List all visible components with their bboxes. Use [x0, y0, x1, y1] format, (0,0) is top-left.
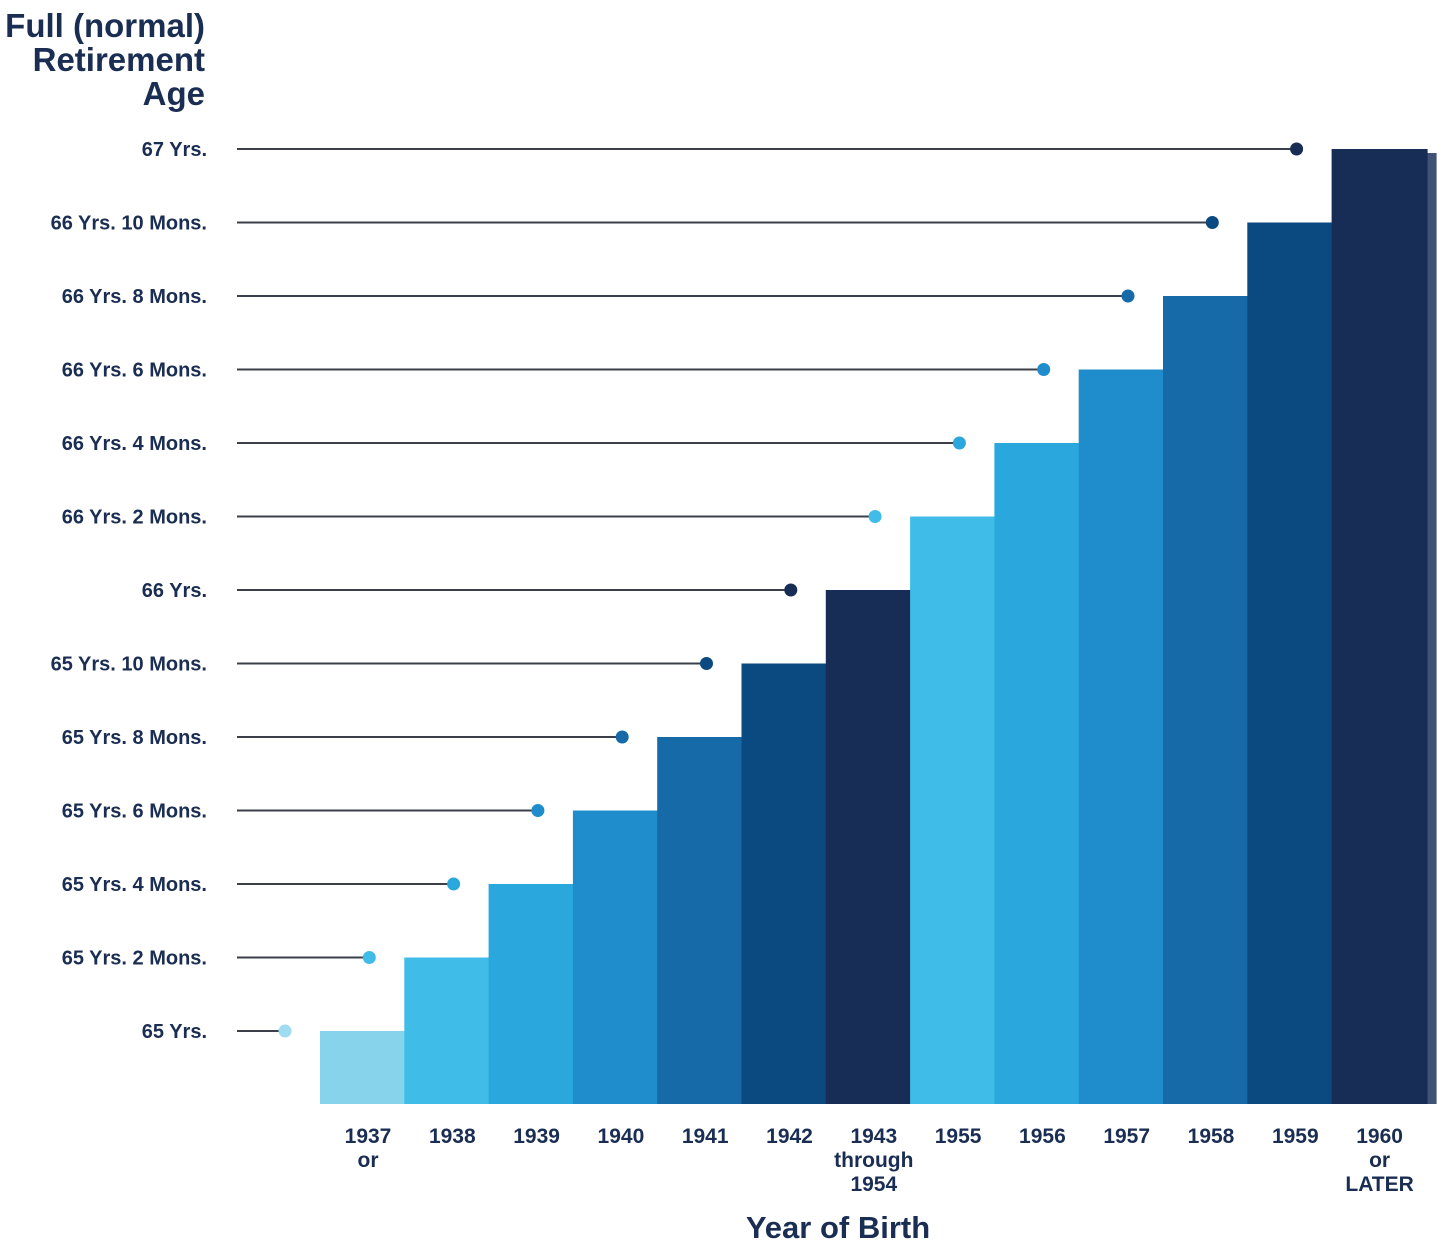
- guide-dot: [952, 436, 966, 450]
- x-tick-label: 1958: [1188, 1125, 1235, 1148]
- bar: [488, 884, 585, 1104]
- bar: [320, 1031, 416, 1104]
- guide-dot: [868, 510, 882, 523]
- y-tick-label: 66 Yrs.: [142, 580, 207, 602]
- x-tick-label: 1957: [1103, 1125, 1150, 1148]
- bar: [1078, 369, 1175, 1104]
- guide-dot: [1121, 289, 1135, 303]
- bar: [1331, 149, 1428, 1104]
- x-tick-label: 1942: [766, 1125, 813, 1148]
- y-tick-label: 66 Yrs. 8 Mons.: [62, 286, 207, 308]
- x-tick-label: 1940: [598, 1125, 645, 1148]
- y-tick-label: 65 Yrs. 2 Mons.: [62, 948, 207, 970]
- bar: [572, 810, 669, 1104]
- bar: [910, 516, 1007, 1104]
- bar: [404, 957, 501, 1104]
- y-tick-label: 66 Yrs. 10 Mons.: [51, 213, 207, 235]
- x-tick-label: 1943 through 1954: [834, 1125, 913, 1196]
- guide-dot: [1037, 363, 1051, 376]
- x-tick-label: 1941: [682, 1125, 729, 1148]
- guide-lines: [237, 148, 1297, 1032]
- y-tick-label: 65 Yrs. 6 Mons.: [62, 801, 207, 823]
- y-tick-label: 66 Yrs. 4 Mons.: [62, 433, 207, 455]
- guide-dot: [362, 951, 376, 964]
- x-tick-labels: 1937 or 1938 1939 1940 1941 1942 1943 through 195…: [345, 1125, 1414, 1196]
- y-tick-label: 67 Yrs.: [142, 139, 207, 161]
- guide-dot: [1205, 216, 1219, 229]
- guide-dot: [531, 804, 545, 817]
- y-tick-labels: 65 Yrs. 65 Yrs. 2 Mons. 65 Yrs. 4 Mons. 65 …: [51, 139, 207, 1043]
- x-tick-label: 1960 or LATER: [1345, 1125, 1413, 1196]
- y-axis-title-line-3: Age: [143, 75, 205, 112]
- bar-side: [1425, 153, 1437, 1104]
- x-tick-label: 1938: [429, 1125, 476, 1148]
- y-tick-label: 66 Yrs. 2 Mons.: [62, 507, 207, 529]
- guide-dot: [700, 657, 713, 670]
- guide-dot: [1290, 142, 1304, 156]
- bar: [1163, 296, 1259, 1104]
- bar: [741, 663, 838, 1104]
- y-tick-label: 65 Yrs. 10 Mons.: [51, 654, 207, 676]
- y-tick-label: 66 Yrs. 6 Mons.: [62, 360, 207, 382]
- bar: [994, 443, 1091, 1104]
- guide-dot: [784, 583, 798, 597]
- x-tick-label: 1959: [1272, 1125, 1319, 1148]
- y-tick-label: 65 Yrs. 4 Mons.: [62, 874, 207, 896]
- guide-dot: [615, 730, 629, 744]
- x-tick-label: 1955: [935, 1125, 982, 1148]
- guide-dot: [447, 877, 461, 891]
- guide-dots: [278, 142, 1304, 1038]
- guide-dot: [278, 1024, 292, 1038]
- x-tick-label: 1939: [513, 1125, 560, 1148]
- bar: [657, 737, 754, 1104]
- y-axis-title-line-1: Full (normal): [5, 7, 205, 44]
- y-tick-label: 65 Yrs. 8 Mons.: [62, 727, 207, 749]
- bar: [1247, 222, 1344, 1104]
- bars: [320, 149, 1437, 1104]
- x-tick-label: 1956: [1019, 1125, 1066, 1148]
- y-axis-title-line-2: Retirement: [33, 41, 205, 78]
- x-tick-label: 1937 or: [345, 1125, 392, 1172]
- y-tick-label: 65 Yrs.: [142, 1021, 207, 1043]
- x-axis-title: Year of Birth: [746, 1210, 930, 1241]
- bar: [825, 590, 922, 1104]
